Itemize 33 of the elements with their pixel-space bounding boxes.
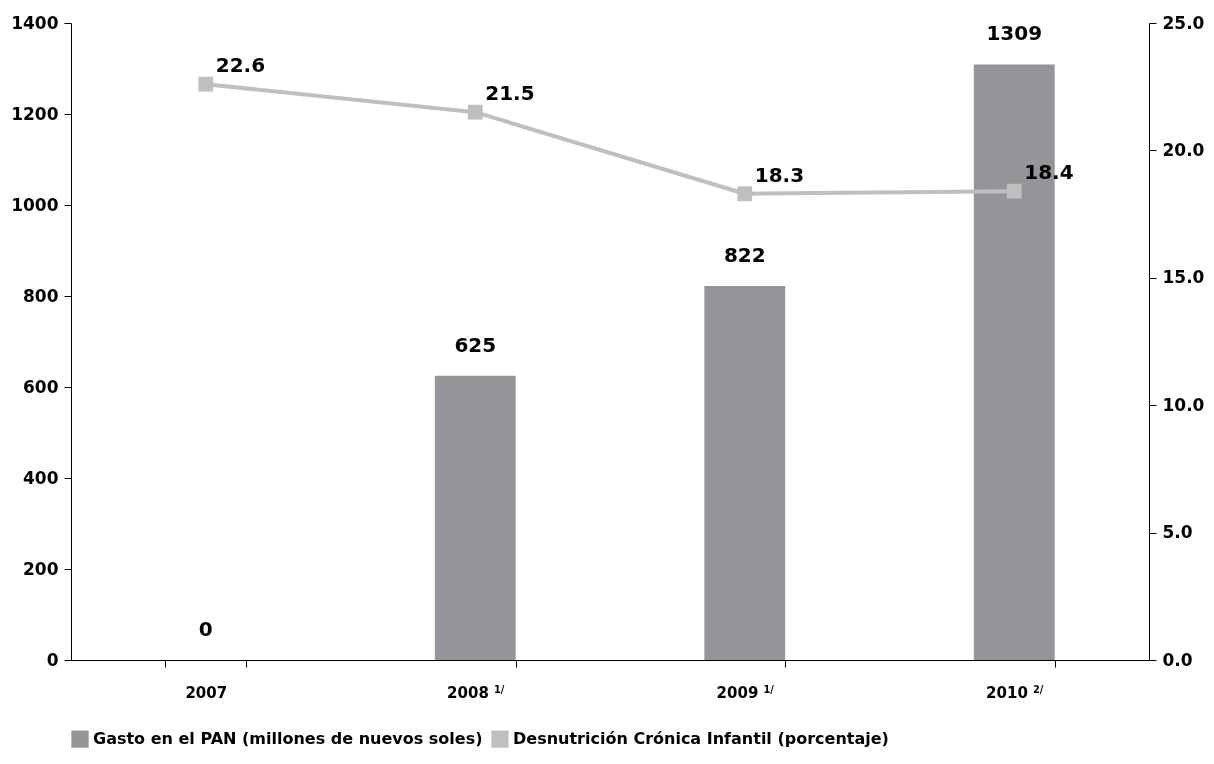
y2-tick-label: 5.0 bbox=[1162, 522, 1193, 543]
point bbox=[1006, 183, 1022, 199]
y-tick-label: 1200 bbox=[11, 103, 59, 124]
y-tick-label: 0 bbox=[46, 649, 59, 670]
legend-label: Desnutrición Crónica Infantil (porcentaje) bbox=[513, 729, 889, 749]
data-label: 1309 bbox=[986, 21, 1043, 46]
data-label: 822 bbox=[723, 242, 766, 267]
legend-label: Gasto en el PAN (millones de nuevos soles) bbox=[93, 729, 483, 749]
bar bbox=[434, 375, 516, 660]
y-tick-label: 200 bbox=[23, 558, 59, 579]
x-tick-label: 2008 $^{1/}$ bbox=[447, 683, 505, 702]
y-tick-label: 600 bbox=[23, 376, 59, 397]
x-tick-label: 2009 $^{1/}$ bbox=[716, 683, 775, 702]
y-tick-label: 1000 bbox=[11, 194, 59, 215]
point bbox=[737, 186, 753, 202]
y-tick-label: 800 bbox=[23, 285, 59, 306]
point bbox=[198, 76, 214, 92]
x-tick-label: 2010 $^{2/}$ bbox=[986, 683, 1044, 702]
y2-tick-label: 0.0 bbox=[1162, 649, 1193, 670]
point bbox=[467, 104, 483, 120]
y2-tick-label: 25.0 bbox=[1162, 12, 1205, 33]
y-tick-label: 1400 bbox=[11, 12, 59, 33]
y2-tick-label: 10.0 bbox=[1162, 394, 1205, 415]
data-label: 21.5 bbox=[485, 81, 535, 106]
data-label: 0 bbox=[198, 617, 213, 641]
y2-tick-label: 20.0 bbox=[1162, 139, 1205, 160]
bar bbox=[704, 285, 786, 660]
data-label: 625 bbox=[454, 332, 497, 357]
data-label: 22.6 bbox=[215, 53, 266, 78]
y-tick-label: 400 bbox=[23, 467, 59, 488]
y2-tick-label: 15.0 bbox=[1162, 267, 1205, 288]
x-tick-label: 2007 bbox=[185, 683, 228, 702]
data-label: 18.3 bbox=[754, 162, 805, 187]
